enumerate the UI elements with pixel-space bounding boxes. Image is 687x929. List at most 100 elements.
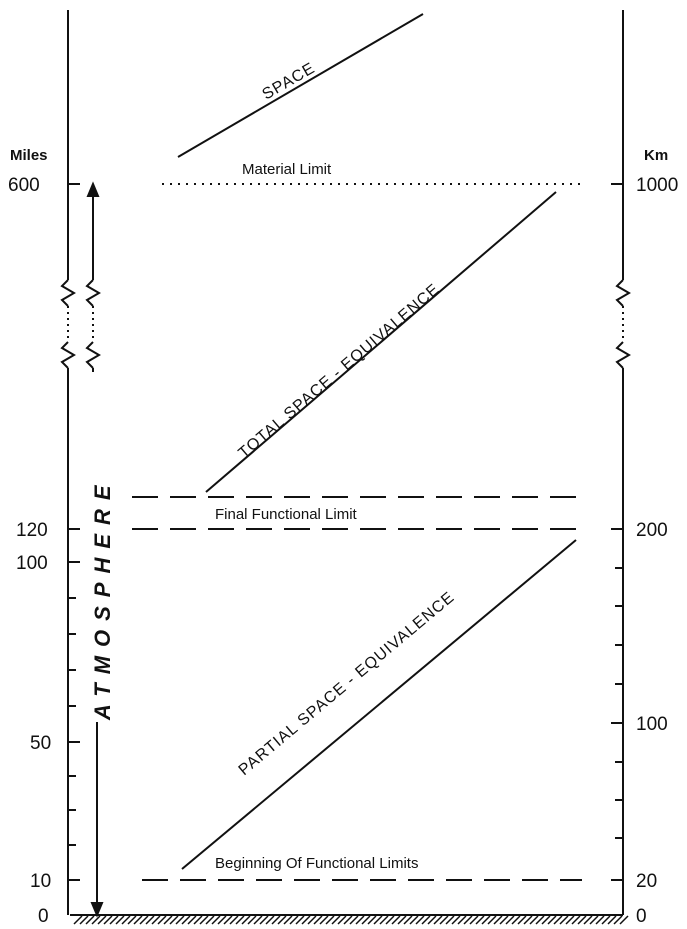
ground-hatch-stroke	[301, 915, 311, 925]
ground-hatch-stroke	[409, 915, 419, 925]
ground-hatch-stroke	[529, 915, 539, 925]
ground-hatch-stroke	[565, 915, 575, 925]
ground-hatch-stroke	[499, 915, 509, 925]
ground-hatch-stroke	[109, 915, 119, 925]
ground-hatch-stroke	[277, 915, 287, 925]
miles-tick-0: 0	[38, 906, 49, 927]
atmosphere-label: ATMOSPHERE	[90, 476, 115, 721]
atmosphere-bracket	[85, 181, 104, 918]
ground-hatch-stroke	[217, 915, 227, 925]
ground-hatch-stroke	[283, 915, 293, 925]
ground-hatch-stroke	[343, 915, 353, 925]
ground-hatch-stroke	[559, 915, 569, 925]
ground-hatch-stroke	[169, 915, 179, 925]
ground-hatch-stroke	[595, 915, 605, 925]
ground-hatch-stroke	[589, 915, 599, 925]
ground-hatch-stroke	[193, 915, 203, 925]
miles-axis	[60, 10, 80, 915]
km-axis-break-lower	[615, 341, 631, 369]
ground-hatch-stroke	[367, 915, 377, 925]
ground-hatch-stroke	[97, 915, 107, 925]
ground-hatch-stroke	[457, 915, 467, 925]
km-axis-break-upper	[615, 279, 631, 307]
ground-hatch-stroke	[517, 915, 527, 925]
partial-space-equivalence-diagonal	[181, 539, 577, 870]
ground-hatch-stroke	[313, 915, 323, 925]
ground-hatch-stroke	[157, 915, 167, 925]
ground-hatch-stroke	[571, 915, 581, 925]
ground-hatch	[70, 914, 629, 925]
ground-hatch-stroke	[427, 915, 437, 925]
ground-hatch-stroke	[205, 915, 215, 925]
ground-hatch-stroke	[337, 915, 347, 925]
ground-hatch-stroke	[385, 915, 395, 925]
ground-hatch-stroke	[187, 915, 197, 925]
ground-hatch-stroke	[607, 915, 617, 925]
miles-tick-120: 120	[16, 520, 48, 541]
ground-hatch-stroke	[73, 915, 83, 925]
ground-hatch-stroke	[373, 915, 383, 925]
ground-hatch-stroke	[619, 915, 629, 925]
ground-hatch-stroke	[451, 915, 461, 925]
ground-hatch-stroke	[439, 915, 449, 925]
ground-hatch-stroke	[613, 915, 623, 925]
ground-hatch-stroke	[235, 915, 245, 925]
ground-hatch-stroke	[415, 915, 425, 925]
ground-hatch-stroke	[379, 915, 389, 925]
ground-hatch-stroke	[331, 915, 341, 925]
ground-hatch-stroke	[541, 915, 551, 925]
ground-hatch-stroke	[319, 915, 329, 925]
ground-hatch-stroke	[115, 915, 125, 925]
ground-hatch-stroke	[289, 915, 299, 925]
ground-hatch-stroke	[85, 915, 95, 925]
ground-hatch-stroke	[511, 915, 521, 925]
ground-hatch-stroke	[553, 915, 563, 925]
ground-hatch-stroke	[271, 915, 281, 925]
ground-hatch-stroke	[355, 915, 365, 925]
ground-hatch-stroke	[421, 915, 431, 925]
ground-hatch-stroke	[229, 915, 239, 925]
total-space-equivalence-diagonal	[205, 191, 557, 493]
ground-hatch-stroke	[103, 915, 113, 925]
ground-hatch-stroke	[121, 915, 131, 925]
ground-hatch-stroke	[211, 915, 221, 925]
ground-hatch-stroke	[523, 915, 533, 925]
ground-hatch-stroke	[91, 915, 101, 925]
space-diagonal	[177, 13, 424, 158]
space-label: SPACE	[260, 60, 319, 104]
km-tick-200: 200	[636, 520, 668, 541]
ground-hatch-stroke	[487, 915, 497, 925]
ground-hatch-stroke	[181, 915, 191, 925]
miles-tick-10: 10	[30, 871, 51, 892]
ground-hatch-stroke	[307, 915, 317, 925]
miles-tick-100: 100	[16, 553, 48, 574]
total-space-equivalence-label: TOTAL SPACE - EQUIVALENCE	[236, 281, 444, 462]
atmosphere-arrow-bottom	[90, 902, 104, 918]
beginning-functional-limits-label: Beginning Of Functional Limits	[215, 855, 418, 872]
km-tick-100: 100	[636, 714, 668, 735]
ground-hatch-stroke	[247, 915, 257, 925]
ground-hatch-stroke	[403, 915, 413, 925]
final-functional-limit-label: Final Functional Limit	[215, 506, 358, 523]
ground-hatch-stroke	[493, 915, 503, 925]
partial-space-equivalence-label: PARTIAL SPACE - EQUIVALENCE	[236, 589, 458, 779]
km-tick-0: 0	[636, 906, 647, 927]
ground-hatch-stroke	[79, 915, 89, 925]
miles-unit-label: Miles	[10, 147, 48, 164]
miles-axis-break-lower	[60, 341, 76, 369]
ground-hatch-stroke	[505, 915, 515, 925]
miles-tick-600: 600	[8, 175, 40, 196]
km-unit-label: Km	[644, 147, 668, 164]
ground-hatch-stroke	[139, 915, 149, 925]
ground-hatch-stroke	[241, 915, 251, 925]
ground-hatch-stroke	[163, 915, 173, 925]
km-tick-1000: 1000	[636, 175, 678, 196]
ground-hatch-stroke	[145, 915, 155, 925]
ground-hatch-stroke	[481, 915, 491, 925]
ground-hatch-stroke	[265, 915, 275, 925]
atmosphere-arrow-top	[86, 181, 100, 197]
ground-hatch-stroke	[391, 915, 401, 925]
ground-hatch-stroke	[223, 915, 233, 925]
material-limit-label: Material Limit	[242, 161, 332, 178]
ground-hatch-stroke	[397, 915, 407, 925]
